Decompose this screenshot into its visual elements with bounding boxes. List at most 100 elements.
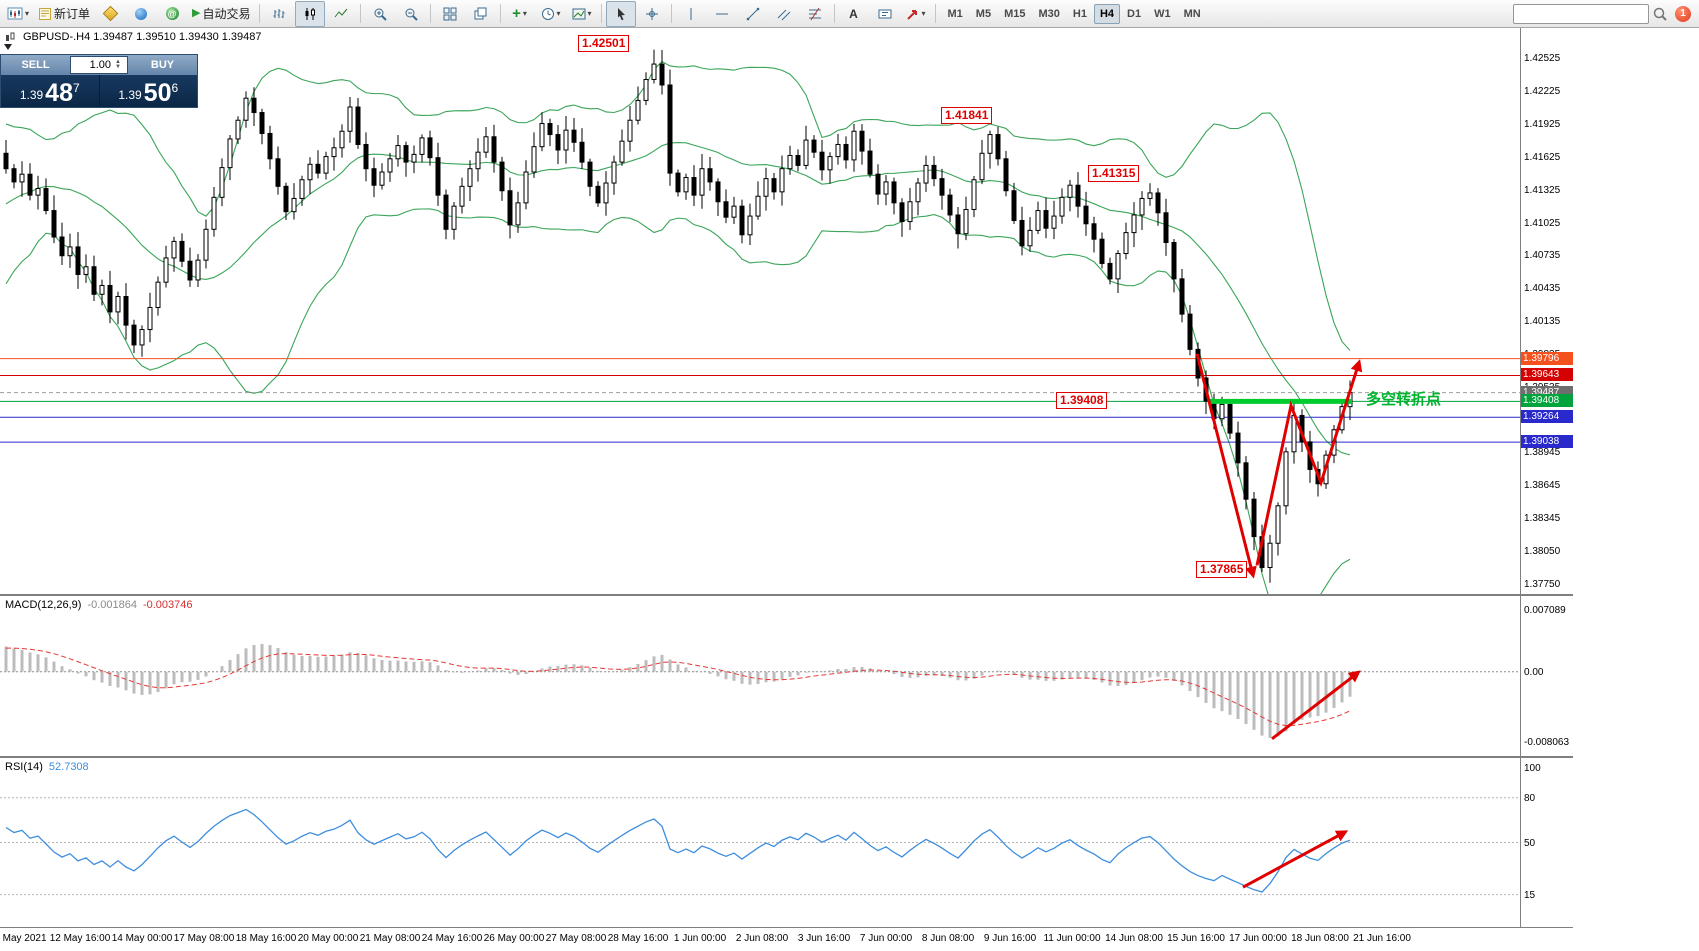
candle-body [315, 163, 321, 174]
candle-body [1179, 278, 1185, 315]
zoom-in-button[interactable] [365, 1, 395, 27]
candle-body [747, 215, 753, 236]
timeframe-M1[interactable]: M1 [947, 7, 963, 20]
price-tag: 1.39264 [1521, 410, 1573, 424]
candle-body [995, 134, 1001, 160]
timeframe-M15[interactable]: M15 [1004, 7, 1026, 20]
candle-body [587, 161, 593, 187]
templates-button[interactable]: ▾ [567, 1, 597, 27]
zoom-out-button[interactable] [396, 1, 426, 27]
candlestick-chart-button[interactable] [294, 0, 325, 27]
trendline-tool-button[interactable] [738, 1, 768, 27]
text-label-tool-button[interactable] [870, 1, 900, 27]
candle-body [579, 141, 585, 163]
candle-body [379, 171, 385, 186]
rsi-panel: RSI(14) 52.7308 100 80 50 15 [0, 758, 1573, 928]
candle-body [523, 171, 529, 204]
lot-size-input[interactable] [71, 59, 113, 71]
candle-body [595, 185, 601, 204]
annotation-price-label: 1.41841 [941, 107, 993, 125]
fibonacci-tool-button[interactable] [800, 1, 830, 27]
candle-body [1219, 403, 1225, 420]
price-axis[interactable]: 1.42525 1.42225 1.41925 1.41625 1.41325 1.410… [1520, 28, 1573, 594]
timeframe-M5[interactable]: M5 [975, 7, 992, 20]
time-axis-label: 21 May 08:00 [359, 933, 421, 944]
candle-body [235, 119, 241, 140]
macd-value-axis[interactable]: 0.007089 0.00 -0.008063 [1520, 596, 1573, 756]
candle-body [827, 156, 833, 171]
rsi-value: 52.7308 [48, 761, 89, 773]
vertical-line-tool-button[interactable] [676, 1, 706, 27]
macd-histogram [4, 643, 1352, 738]
candle-body [947, 194, 953, 216]
price-axis-label: 1.37750 [1524, 579, 1561, 590]
toolbar-separator [833, 4, 835, 23]
timeframe-H1[interactable]: H1 [1072, 7, 1087, 20]
candle-body [331, 147, 337, 158]
timeframe-H4[interactable]: H4 [1093, 3, 1121, 24]
candle-body [803, 139, 809, 166]
price-chart-plot[interactable] [0, 28, 1520, 594]
chevron-down-icon: ▾ [522, 9, 527, 18]
metaeditor-button[interactable]: @ [157, 1, 187, 27]
candle-body [483, 136, 489, 153]
candle-body [355, 106, 361, 145]
indicators-button[interactable]: + ▾ [505, 1, 535, 27]
lot-increase-button[interactable]: ▲ [115, 59, 121, 65]
candle-body [683, 177, 689, 193]
candle-body [1075, 184, 1081, 207]
candle-body [195, 259, 201, 281]
text-tool-button[interactable]: A [839, 1, 869, 27]
trend-arrow [1255, 359, 1363, 566]
candle-body [867, 150, 873, 175]
buy-label: BUY [150, 59, 175, 71]
tile-windows-button[interactable] [435, 1, 465, 27]
notifications-badge[interactable]: 1 [1675, 5, 1691, 22]
horizontal-line-tool-button[interactable] [707, 1, 737, 27]
candle-body [187, 260, 193, 281]
cascade-windows-button[interactable] [466, 1, 496, 27]
one-click-collapse-toggle[interactable] [4, 44, 12, 50]
autotrading-button[interactable]: ▶ 自动交易 [188, 1, 254, 27]
candle-body [755, 195, 761, 217]
timeframe-MN[interactable]: MN [1183, 7, 1201, 20]
candle-body [35, 188, 41, 196]
candle-body [275, 158, 281, 187]
new-order-button[interactable]: 新订单 [34, 1, 94, 27]
channel-tool-button[interactable] [769, 1, 799, 27]
charts-dropdown-button[interactable]: ▾ [3, 1, 33, 27]
sell-button[interactable]: 1.39 48 7 [1, 75, 100, 107]
lot-decrease-button[interactable]: ▼ [115, 64, 121, 70]
rsi-axis-label: 15 [1524, 889, 1536, 901]
candle-body [283, 185, 289, 213]
candle-body [739, 205, 745, 236]
candle-body [1171, 242, 1177, 280]
timeframe-M30[interactable]: M30 [1038, 7, 1060, 20]
search-icon[interactable] [1652, 6, 1668, 22]
timeframe-W1[interactable]: W1 [1154, 7, 1171, 20]
candle-body [763, 178, 769, 197]
candle-body [435, 157, 441, 196]
candle-body [59, 236, 65, 257]
cursor-button[interactable] [605, 0, 636, 27]
arrow-tool-icon [906, 9, 917, 20]
buy-price-main: 50 [143, 79, 172, 107]
lot-size-field[interactable]: ▲▼ [70, 56, 128, 74]
timeframe-D1[interactable]: D1 [1127, 7, 1142, 20]
search-input[interactable] [1513, 3, 1649, 24]
search-area: 1 [1513, 3, 1696, 24]
time-axis-label: 24 May 16:00 [421, 933, 483, 944]
rsi-plot[interactable] [0, 758, 1520, 927]
candle-body [427, 137, 433, 159]
rsi-value-axis[interactable]: 100 80 50 15 [1520, 758, 1573, 927]
arrows-tool-button[interactable]: ▾ [901, 1, 931, 27]
macd-plot[interactable] [0, 596, 1520, 756]
periods-button[interactable]: ▾ [536, 1, 566, 27]
line-chart-button[interactable] [326, 1, 356, 27]
crosshair-button[interactable] [637, 1, 667, 27]
buy-button[interactable]: 1.39 50 6 [100, 75, 198, 107]
bar-chart-button[interactable] [264, 1, 294, 27]
community-button[interactable] [126, 1, 156, 27]
mql5-button[interactable] [95, 1, 125, 27]
